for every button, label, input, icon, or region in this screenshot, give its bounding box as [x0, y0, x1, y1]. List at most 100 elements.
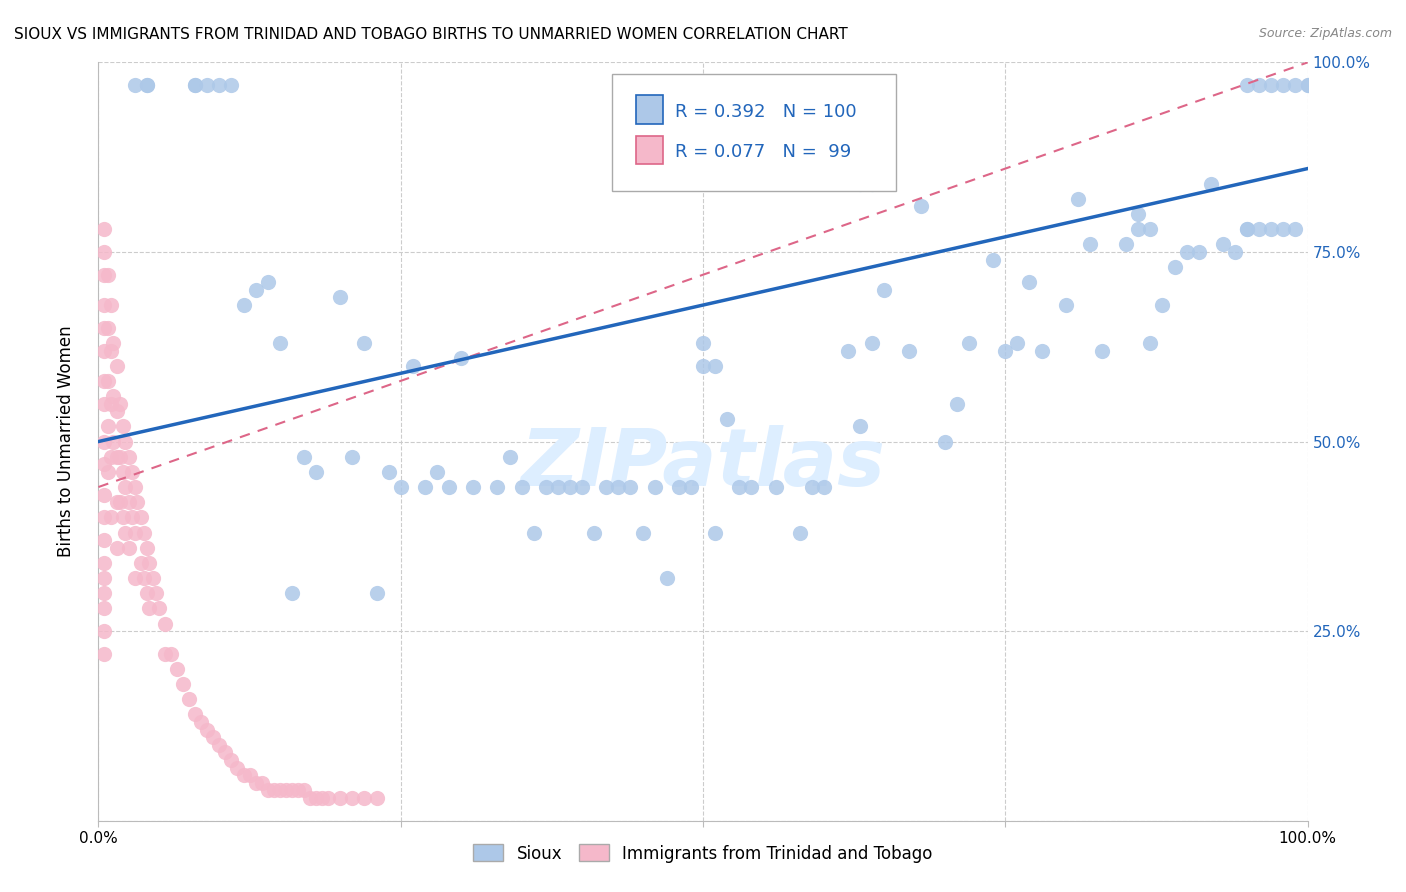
- Point: [329, 291, 352, 305]
- Point: [100, 510, 122, 524]
- Point: [1296, 78, 1319, 92]
- Point: [105, 359, 128, 373]
- Point: [1249, 222, 1271, 236]
- Point: [595, 480, 617, 494]
- Point: [849, 419, 872, 434]
- Text: ZIPatlas: ZIPatlas: [520, 425, 886, 503]
- Point: [644, 480, 666, 494]
- Point: [437, 480, 460, 494]
- Point: [1260, 222, 1282, 236]
- Point: [250, 776, 273, 790]
- Point: [558, 480, 581, 494]
- Point: [129, 510, 152, 524]
- Point: [93, 434, 115, 449]
- Point: [342, 791, 364, 805]
- Point: [118, 450, 141, 464]
- Point: [1284, 222, 1306, 236]
- Point: [860, 335, 883, 350]
- Point: [619, 480, 641, 494]
- Point: [849, 177, 872, 191]
- Point: [135, 78, 157, 92]
- Point: [607, 480, 630, 494]
- Point: [765, 480, 787, 494]
- Point: [160, 647, 183, 661]
- Point: [269, 783, 291, 797]
- Point: [124, 78, 146, 92]
- Point: [311, 791, 333, 805]
- Point: [153, 616, 176, 631]
- Point: [486, 480, 509, 494]
- Point: [1139, 335, 1161, 350]
- Point: [93, 556, 115, 570]
- Point: [1296, 78, 1319, 92]
- Point: [1199, 177, 1222, 191]
- Point: [305, 791, 328, 805]
- Point: [1175, 244, 1198, 259]
- Point: [239, 768, 262, 782]
- Point: [716, 412, 738, 426]
- Point: [1139, 222, 1161, 236]
- Point: [138, 556, 160, 570]
- Point: [105, 495, 128, 509]
- Point: [208, 78, 231, 92]
- Point: [1128, 207, 1150, 221]
- Point: [93, 533, 115, 548]
- Point: [946, 396, 969, 410]
- Point: [547, 480, 569, 494]
- Point: [93, 624, 115, 639]
- Point: [101, 335, 124, 350]
- Point: [583, 525, 606, 540]
- Point: [789, 525, 811, 540]
- Point: [994, 343, 1017, 358]
- Point: [263, 783, 285, 797]
- Point: [269, 335, 291, 350]
- Point: [256, 275, 278, 289]
- Point: [873, 283, 896, 297]
- Point: [631, 525, 654, 540]
- Point: [93, 396, 115, 410]
- Point: [195, 78, 218, 92]
- Point: [1007, 335, 1029, 350]
- Point: [281, 586, 304, 600]
- Point: [101, 434, 124, 449]
- Point: [100, 396, 122, 410]
- Point: [1018, 275, 1040, 289]
- Point: [450, 351, 472, 366]
- Point: [1188, 244, 1211, 259]
- Point: [1163, 260, 1185, 275]
- Point: [135, 78, 157, 92]
- Point: [93, 647, 115, 661]
- Point: [1212, 237, 1234, 252]
- Point: [353, 791, 375, 805]
- Point: [305, 465, 328, 479]
- Point: [111, 419, 134, 434]
- Point: [97, 465, 120, 479]
- Point: [93, 222, 115, 236]
- Point: [1236, 222, 1258, 236]
- Point: [413, 480, 436, 494]
- Point: [728, 480, 751, 494]
- Point: [910, 199, 932, 213]
- Text: SIOUX VS IMMIGRANTS FROM TRINIDAD AND TOBAGO BIRTHS TO UNMARRIED WOMEN CORRELATI: SIOUX VS IMMIGRANTS FROM TRINIDAD AND TO…: [14, 27, 848, 42]
- Point: [813, 480, 835, 494]
- Point: [190, 715, 212, 730]
- Point: [377, 465, 399, 479]
- FancyBboxPatch shape: [613, 74, 897, 191]
- Point: [108, 396, 131, 410]
- Point: [114, 525, 136, 540]
- Point: [118, 495, 141, 509]
- Point: [138, 601, 160, 615]
- Point: [184, 707, 207, 722]
- Point: [1236, 222, 1258, 236]
- FancyBboxPatch shape: [637, 136, 664, 164]
- Point: [232, 298, 254, 312]
- Point: [668, 480, 690, 494]
- Point: [1272, 78, 1295, 92]
- Point: [1152, 298, 1174, 312]
- Point: [105, 541, 128, 555]
- Point: [287, 783, 309, 797]
- Point: [111, 510, 134, 524]
- Point: [1054, 298, 1077, 312]
- Point: [1223, 244, 1246, 259]
- Y-axis label: Births to Unmarried Women: Births to Unmarried Women: [56, 326, 75, 558]
